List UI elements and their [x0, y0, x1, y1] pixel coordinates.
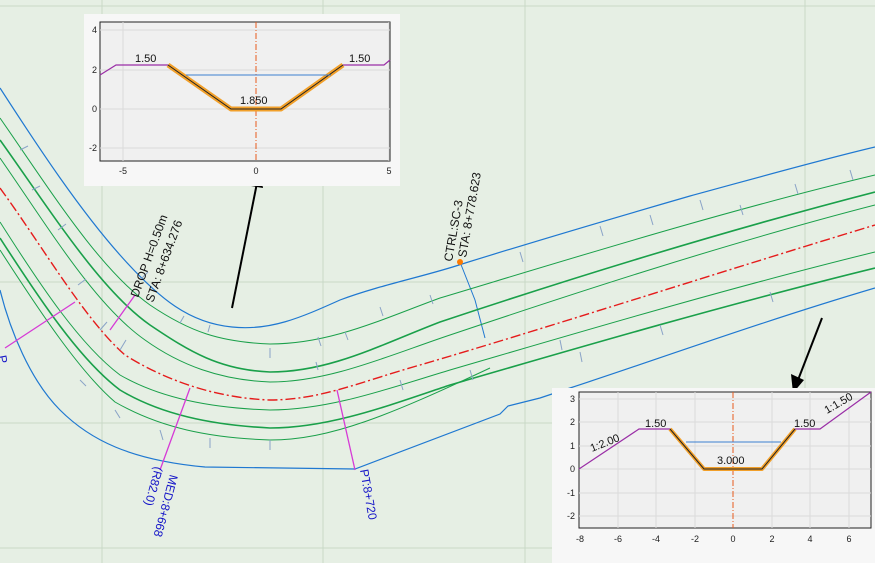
centerline — [0, 187, 875, 401]
tick-label: 6 — [846, 534, 851, 544]
arrow-upper — [231, 168, 263, 309]
outer-boundary-top — [0, 87, 875, 329]
annotation-bottom-width: 1.850 — [240, 95, 268, 107]
channel-lines — [0, 117, 875, 441]
annotation-left-slope: 1.50 — [645, 418, 666, 430]
channel-line — [0, 249, 491, 441]
station-marker-drop — [109, 294, 136, 331]
channel-line — [0, 117, 875, 345]
annotation-left-slope: 1.50 — [135, 53, 156, 65]
section-upper-inset: 4 2 0 -2 -5 0 5 1.50 1.50 1.850 — [84, 14, 400, 186]
tick-label: 2 — [92, 65, 97, 75]
tick-labels: 3 2 1 0 -1 -2 -8 -6 -4 -2 0 2 4 6 — [567, 394, 852, 544]
pt-label: PT:8+720 — [357, 468, 380, 521]
tick-label: 0 — [253, 166, 258, 176]
section-ticks — [19, 145, 854, 450]
connector-upper — [459, 261, 486, 339]
annotation-right-slope: 1.50 — [349, 53, 370, 65]
pc-label: P — [0, 354, 10, 364]
tick-label: -4 — [652, 534, 660, 544]
tick-label: 4 — [92, 25, 97, 35]
tick-label: -1 — [567, 488, 575, 498]
channel-line — [0, 139, 875, 373]
tick-label: 1 — [570, 441, 575, 451]
ctrl-point — [457, 259, 463, 265]
channel-line — [0, 221, 875, 411]
annotation-bottom-width: 3.000 — [717, 455, 745, 467]
tick-label: 3 — [570, 394, 575, 404]
tick-label: 0 — [92, 104, 97, 114]
arrow-lower — [791, 317, 823, 393]
tick-label: 5 — [386, 166, 391, 176]
grid-lines — [100, 22, 390, 161]
plot-area — [578, 391, 872, 529]
channel-inner — [669, 428, 796, 470]
tick-label: 4 — [807, 534, 812, 544]
plot-area — [99, 21, 391, 162]
channel-inner — [167, 64, 344, 110]
tick-label: -2 — [691, 534, 699, 544]
tick-label: -2 — [567, 511, 575, 521]
outer-boundary-bottom — [0, 287, 875, 470]
tick-labels: 4 2 0 -2 -5 0 5 — [89, 25, 392, 176]
tick-label: -2 — [89, 143, 97, 153]
tick-label: 2 — [570, 417, 575, 427]
station-marker-pt — [336, 389, 356, 471]
station-marker-pc — [4, 301, 76, 349]
tick-label: 0 — [730, 534, 735, 544]
channel-line — [0, 157, 875, 383]
grid-lines — [579, 392, 871, 528]
tick-label: 2 — [769, 534, 774, 544]
tick-label: 0 — [570, 464, 575, 474]
tick-label: -6 — [614, 534, 622, 544]
tick-label: -8 — [576, 534, 584, 544]
tick-label: -5 — [119, 166, 127, 176]
station-marker-med — [159, 387, 191, 471]
station-markers — [4, 294, 356, 471]
annotation-right-slope: 1.50 — [794, 418, 815, 430]
channel-line — [0, 237, 875, 429]
section-lower-inset: 3 2 1 0 -1 -2 -8 -6 -4 -2 0 2 4 6 1:2.00… — [552, 388, 875, 563]
